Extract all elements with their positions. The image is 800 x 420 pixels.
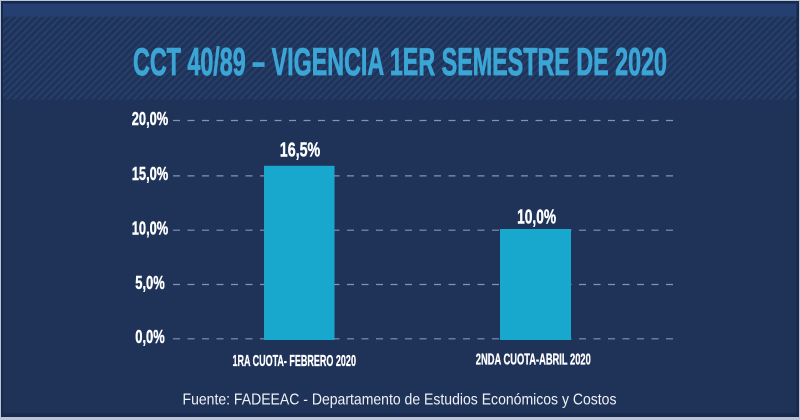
svg-text:Fuente: FADEEAC - Departamento: Fuente: FADEEAC - Departamento de Estudi… [183, 391, 617, 408]
svg-text:10,0%: 10,0% [517, 207, 556, 229]
svg-text:5,0%: 5,0% [135, 273, 165, 293]
svg-text:10,0%: 10,0% [132, 219, 169, 239]
svg-text:16,5%: 16,5% [280, 140, 321, 162]
svg-text:15,0%: 15,0% [132, 164, 169, 184]
svg-text:2NDA CUOTA-ABRIL 2020: 2NDA CUOTA-ABRIL 2020 [476, 351, 591, 368]
svg-text:1RA CUOTA- FEBRERO 2020: 1RA CUOTA- FEBRERO 2020 [232, 353, 356, 370]
svg-text:0,0%: 0,0% [135, 327, 165, 347]
svg-text:CCT 40/89 – VIGENCIA 1ER SEMES: CCT 40/89 – VIGENCIA 1ER SEMESTRE DE 202… [133, 41, 667, 84]
svg-text:20,0%: 20,0% [132, 109, 169, 129]
